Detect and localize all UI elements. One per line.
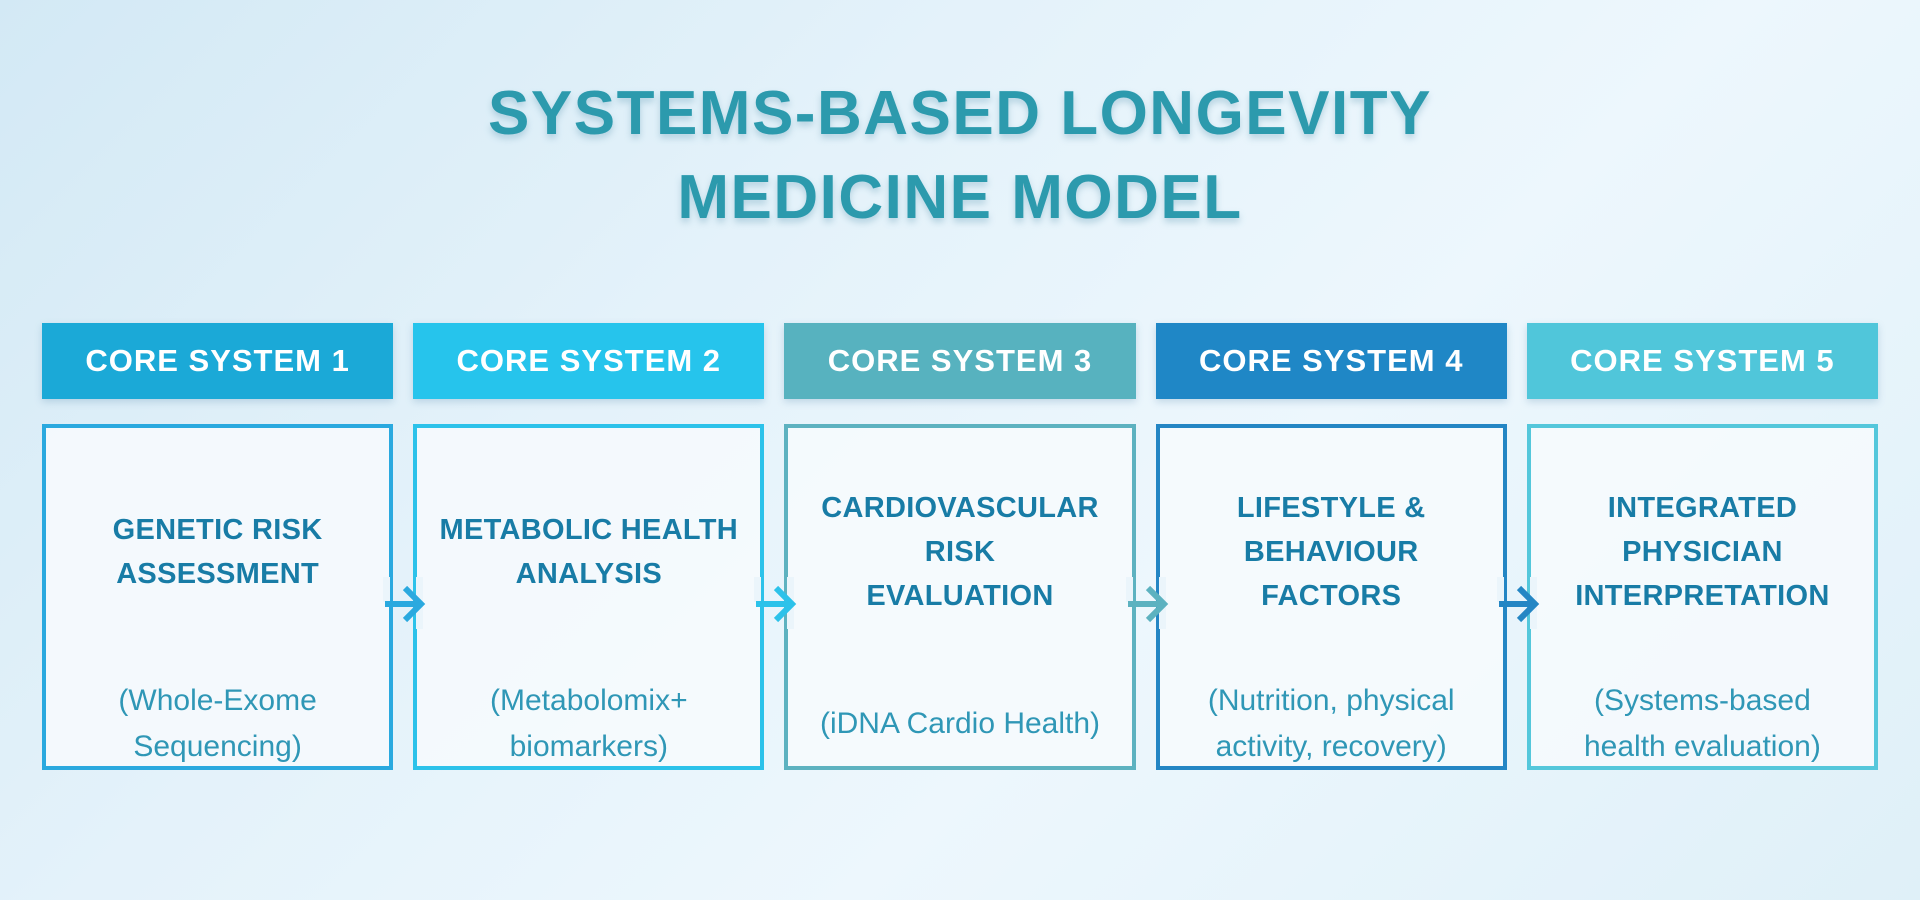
core-system-2-detail: (Metabolomix+ biomarkers) <box>490 684 688 763</box>
arrow-right-icon <box>756 585 797 623</box>
core-system-5-header: CORE SYSTEM 5 <box>1526 323 1879 399</box>
core-system-3-detail: (iDNA Cardio Health) <box>819 707 1101 740</box>
border-break <box>754 577 762 602</box>
page-title-line-1: SYSTEMS-BASED LONGEVITY <box>488 79 1432 148</box>
core-system-1-box: GENETIC RISK ASSESSMENT (Whole-Exome Seq… <box>42 424 426 770</box>
core-system-5-box: INTEGRATED PHYSICIAN INTERPRETATION (Sys… <box>1526 424 1879 770</box>
core-system-2-column: CORE SYSTEM 2 METABOLIC HEALTH ANALYSIS … <box>413 323 797 770</box>
core-system-4-header: CORE SYSTEM 4 <box>1155 323 1507 399</box>
border-break <box>1125 577 1133 602</box>
core-system-4-title: LIFESTYLE & BEHAVIOUR FACTORS <box>1236 492 1426 612</box>
arrow-right-icon <box>385 585 426 623</box>
core-system-2-header: CORE SYSTEM 2 <box>413 323 765 399</box>
core-system-2-box: METABOLIC HEALTH ANALYSIS (Metabolomix+ … <box>413 424 797 770</box>
core-system-4-column: CORE SYSTEM 4 LIFESTYLE & BEHAVIOUR FACT… <box>1155 323 1540 770</box>
arrow-right-icon <box>1498 585 1540 623</box>
core-system-3-column: CORE SYSTEM 3 CARDIOVASCULAR RISK EVALUA… <box>784 323 1168 770</box>
page-title-line-2: MEDICINE MODEL <box>677 163 1243 232</box>
core-system-3-box: CARDIOVASCULAR RISK EVALUATION (iDNA Car… <box>784 424 1168 770</box>
longevity-model-diagram: CORE SYSTEM 1 GENETIC RISK ASSESSMENT (W… <box>42 323 1879 770</box>
border-break <box>1496 577 1504 602</box>
core-system-5-detail: (Systems-based health evaluation) <box>1583 684 1821 763</box>
page-title: SYSTEMS-BASED LONGEVITY MEDICINE MODEL <box>0 72 1920 240</box>
border-break <box>383 577 391 602</box>
core-system-4-detail: (Nutrition, physical activity, recovery) <box>1207 684 1455 763</box>
core-system-1-header: CORE SYSTEM 1 <box>42 323 394 399</box>
core-system-5-title: INTEGRATED PHYSICIAN INTERPRETATION <box>1575 492 1830 612</box>
core-system-2-title: METABOLIC HEALTH ANALYSIS <box>439 514 739 590</box>
core-system-1-detail: (Whole-Exome Sequencing) <box>118 684 317 763</box>
core-system-3-header: CORE SYSTEM 3 <box>784 323 1136 399</box>
core-system-1-title: GENETIC RISK ASSESSMENT <box>112 514 323 590</box>
core-system-4-box: LIFESTYLE & BEHAVIOUR FACTORS (Nutrition… <box>1155 424 1540 770</box>
core-system-3-title: CARDIOVASCULAR RISK EVALUATION <box>821 492 1099 612</box>
core-system-1-column: CORE SYSTEM 1 GENETIC RISK ASSESSMENT (W… <box>42 323 426 770</box>
arrow-right-icon <box>1127 585 1168 623</box>
core-system-5-column: CORE SYSTEM 5 INTEGRATED PHYSICIAN INTER… <box>1526 323 1879 770</box>
